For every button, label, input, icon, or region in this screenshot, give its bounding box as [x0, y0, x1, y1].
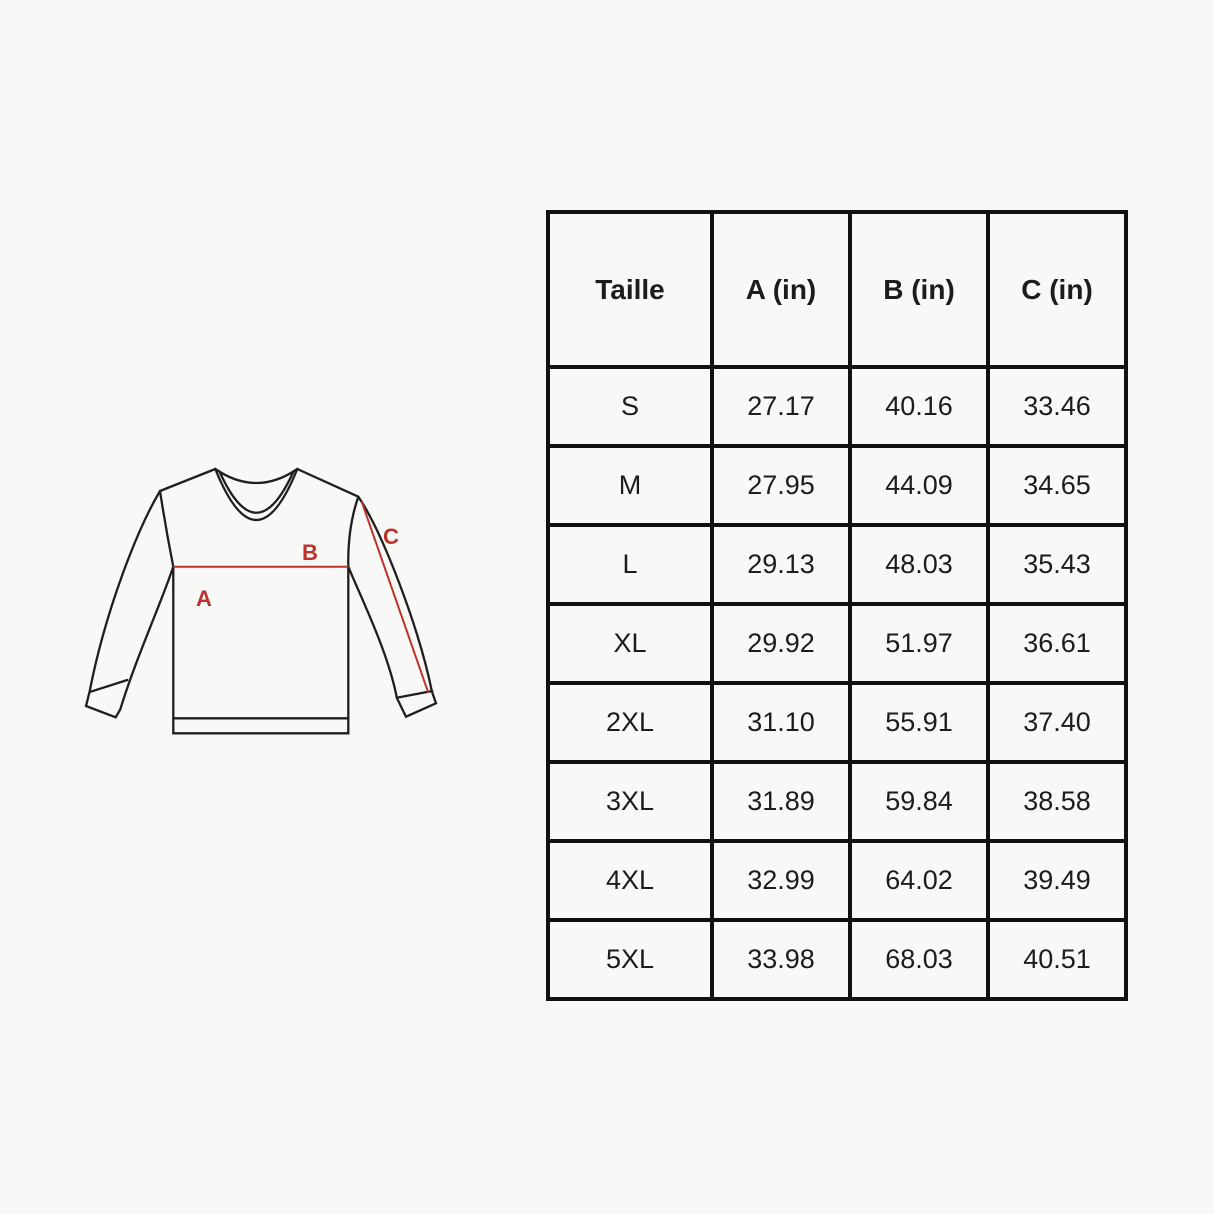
size-chart-header: Taille A (in) B (in) C (in) [546, 210, 1128, 369]
cell-size: 3XL [546, 760, 714, 843]
table-row: S 27.17 40.16 33.46 [546, 365, 1128, 448]
cell-c: 34.65 [986, 444, 1128, 527]
cell-size: XL [546, 602, 714, 685]
column-header-taille: Taille [546, 210, 714, 369]
cell-b: 44.09 [848, 444, 990, 527]
cell-a: 33.98 [710, 918, 852, 1001]
sweater-torso-outline [158, 489, 360, 735]
cell-b: 40.16 [848, 365, 990, 448]
header-row: Taille A (in) B (in) C (in) [546, 210, 1128, 369]
cell-c: 36.61 [986, 602, 1128, 685]
table-row: 3XL 31.89 59.84 38.58 [546, 760, 1128, 843]
cell-c: 38.58 [986, 760, 1128, 843]
cell-a: 32.99 [710, 839, 852, 922]
measurement-line-c [360, 501, 430, 694]
sweater-collar-outer-arc [214, 467, 299, 522]
cell-size: 5XL [546, 918, 714, 1001]
sweater-left-cuff-line [89, 678, 129, 693]
cell-b: 59.84 [848, 760, 990, 843]
cell-size: S [546, 365, 714, 448]
cell-a: 29.92 [710, 602, 852, 685]
column-header-b: B (in) [848, 210, 990, 369]
sweater-collar-inner-arc [218, 470, 295, 514]
cell-size: M [546, 444, 714, 527]
measurement-label-c: C [383, 524, 399, 549]
table-row: XL 29.92 51.97 36.61 [546, 602, 1128, 685]
sweater-right-shoulder [296, 467, 360, 498]
cell-b: 64.02 [848, 839, 990, 922]
sweater-left-shoulder [158, 467, 217, 493]
cell-a: 31.10 [710, 681, 852, 764]
cell-c: 40.51 [986, 918, 1128, 1001]
cell-c: 39.49 [986, 839, 1128, 922]
table-row: M 27.95 44.09 34.65 [546, 444, 1128, 527]
sweater-right-cuff-line [395, 689, 434, 699]
cell-a: 27.17 [710, 365, 852, 448]
size-chart-table: Taille A (in) B (in) C (in) S 27.17 40.1… [546, 210, 1128, 1001]
table-row: L 29.13 48.03 35.43 [546, 523, 1128, 606]
column-header-c: C (in) [986, 210, 1128, 369]
cell-c: 33.46 [986, 365, 1128, 448]
sweater-diagram: A B C [84, 467, 438, 735]
measurement-label-a: A [196, 586, 212, 611]
cell-b: 68.03 [848, 918, 990, 1001]
cell-a: 31.89 [710, 760, 852, 843]
cell-b: 51.97 [848, 602, 990, 685]
cell-size: 4XL [546, 839, 714, 922]
cell-size: 2XL [546, 681, 714, 764]
cell-a: 29.13 [710, 523, 852, 606]
cell-b: 48.03 [848, 523, 990, 606]
cell-c: 35.43 [986, 523, 1128, 606]
sweater-left-sleeve-outline [84, 489, 175, 719]
sweater-collar-back-arc [214, 467, 299, 485]
cell-b: 55.91 [848, 681, 990, 764]
size-chart-body: S 27.17 40.16 33.46 M 27.95 44.09 34.65 … [546, 365, 1128, 1001]
cell-c: 37.40 [986, 681, 1128, 764]
cell-size: L [546, 523, 714, 606]
measurement-label-b: B [302, 540, 318, 565]
table-row: 2XL 31.10 55.91 37.40 [546, 681, 1128, 764]
cell-a: 27.95 [710, 444, 852, 527]
column-header-a: A (in) [710, 210, 852, 369]
table-row: 5XL 33.98 68.03 40.51 [546, 918, 1128, 1001]
table-row: 4XL 32.99 64.02 39.49 [546, 839, 1128, 922]
